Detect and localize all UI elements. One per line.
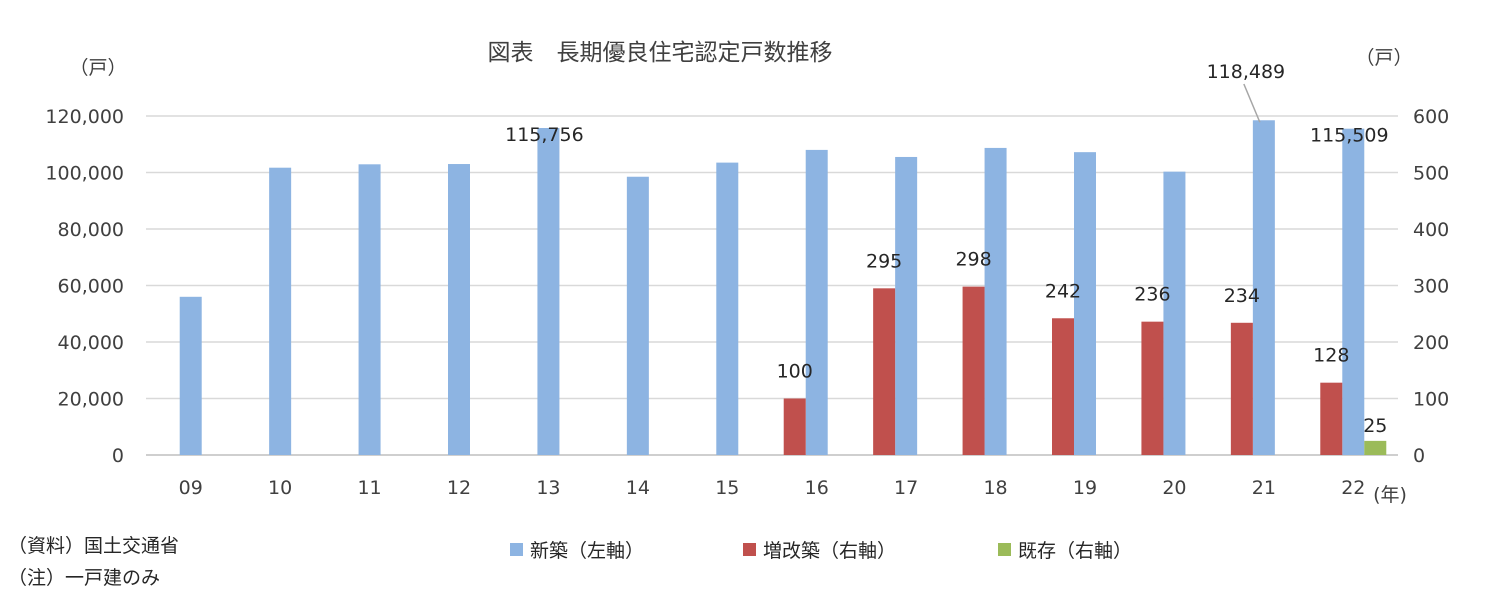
- left-axis-tick-label: 20,000: [58, 389, 124, 411]
- bar-new-build: [716, 162, 739, 456]
- data-label-leader-line: [1243, 83, 1261, 123]
- left-axis-tick-label: 120,000: [45, 106, 124, 128]
- bar-new-build: [1342, 128, 1365, 455]
- right-axis-tick-label: 300: [1413, 276, 1449, 298]
- x-axis-tick-label: 20: [1162, 477, 1186, 499]
- right-axis-tick-label: 400: [1413, 219, 1449, 241]
- bar-renovation: [1052, 318, 1074, 455]
- bar-new-build: [448, 164, 470, 455]
- right-axis-tick-label: 500: [1413, 163, 1449, 185]
- bar-renovation: [783, 398, 806, 455]
- bar-new-build: [358, 164, 381, 455]
- x-axis-tick-label: 10: [268, 477, 292, 499]
- bar-existing: [1364, 440, 1387, 455]
- bar-new-build: [179, 296, 202, 455]
- data-label: 118,489: [1207, 61, 1286, 83]
- left-axis-tick-label: 80,000: [58, 219, 124, 241]
- left-axis-tick-label: 0: [112, 445, 124, 467]
- legend-label: 既存（右軸）: [1018, 540, 1132, 562]
- bar-new-build: [269, 167, 292, 455]
- data-label: 295: [866, 250, 902, 272]
- bar-renovation: [1320, 382, 1343, 455]
- source-note: （資料）国土交通省: [8, 535, 179, 557]
- legend-label: 増改築（右軸）: [763, 540, 896, 562]
- x-axis-tick-label: 18: [983, 477, 1007, 499]
- chart-title: 図表 長期優良住宅認定戸数推移: [488, 40, 833, 66]
- x-axis-tick-label: 15: [715, 477, 739, 499]
- bar-new-build: [537, 127, 560, 455]
- x-axis-tick-label: 13: [536, 477, 560, 499]
- x-axis-tick-label: 17: [894, 477, 918, 499]
- x-axis-tick-label: 22: [1341, 477, 1365, 499]
- bar-renovation: [962, 286, 985, 455]
- x-axis-tick-label: 12: [447, 477, 471, 499]
- bar-new-build: [805, 149, 828, 455]
- bar-new-build: [626, 176, 649, 456]
- footnote: （注）一戸建のみ: [8, 567, 160, 589]
- data-label: 236: [1134, 284, 1170, 306]
- x-axis-tick-label: 19: [1073, 477, 1097, 499]
- legend-swatch: [998, 543, 1011, 556]
- left-axis-unit: （戸）: [69, 57, 126, 79]
- data-label: 115,756: [505, 124, 584, 146]
- right-axis-tick-label: 200: [1413, 332, 1449, 354]
- data-label: 298: [955, 249, 991, 271]
- left-axis-tick-label: 40,000: [58, 332, 124, 354]
- x-axis-tick-label: 11: [357, 477, 381, 499]
- bar-new-build: [895, 156, 918, 455]
- legend-swatch: [510, 543, 523, 556]
- data-label: 242: [1045, 280, 1081, 302]
- bar-new-build: [1074, 152, 1096, 455]
- bar-new-build: [984, 147, 1007, 456]
- data-label: 25: [1363, 415, 1387, 437]
- data-label: 234: [1224, 285, 1260, 307]
- right-axis-tick-label: 0: [1413, 445, 1425, 467]
- bar-renovation: [1141, 321, 1164, 455]
- data-label: 100: [777, 361, 813, 383]
- bar-new-build: [1252, 120, 1275, 455]
- x-axis-unit: (年): [1373, 484, 1407, 506]
- legend-swatch: [743, 543, 756, 556]
- data-label: 115,509: [1310, 125, 1389, 147]
- left-axis-tick-label: 60,000: [58, 276, 124, 298]
- legend-label: 新築（左軸）: [530, 540, 644, 562]
- x-axis-tick-label: 09: [179, 477, 203, 499]
- x-axis-tick-label: 16: [805, 477, 829, 499]
- x-axis-tick-label: 14: [626, 477, 650, 499]
- bar-renovation: [873, 288, 896, 455]
- bar-new-build: [1163, 171, 1186, 455]
- left-axis-tick-label: 100,000: [45, 163, 124, 185]
- right-axis-tick-label: 100: [1413, 389, 1449, 411]
- data-label: 128: [1313, 345, 1349, 367]
- x-axis-tick-label: 21: [1252, 477, 1276, 499]
- bar-renovation: [1230, 322, 1253, 455]
- right-axis-tick-label: 600: [1413, 106, 1449, 128]
- right-axis-unit: （戸）: [1355, 47, 1412, 69]
